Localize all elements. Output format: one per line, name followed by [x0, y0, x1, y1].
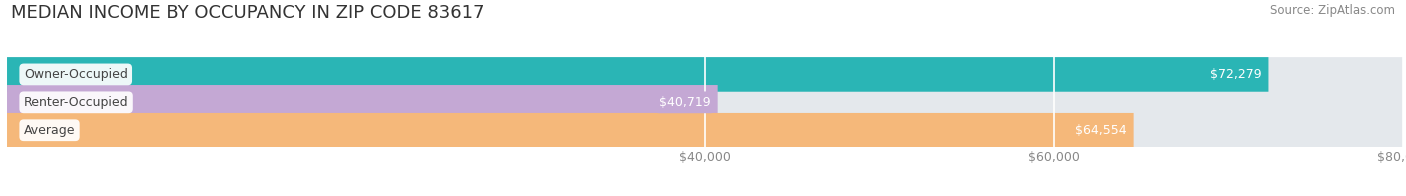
FancyBboxPatch shape	[7, 85, 717, 120]
Text: Renter-Occupied: Renter-Occupied	[24, 96, 128, 109]
FancyBboxPatch shape	[7, 113, 1133, 148]
FancyBboxPatch shape	[7, 85, 1403, 120]
FancyBboxPatch shape	[7, 113, 1403, 148]
FancyBboxPatch shape	[7, 57, 1268, 92]
Text: $40,719: $40,719	[659, 96, 710, 109]
Text: Average: Average	[24, 124, 76, 137]
Text: Owner-Occupied: Owner-Occupied	[24, 68, 128, 81]
Text: MEDIAN INCOME BY OCCUPANCY IN ZIP CODE 83617: MEDIAN INCOME BY OCCUPANCY IN ZIP CODE 8…	[11, 4, 485, 22]
Text: Source: ZipAtlas.com: Source: ZipAtlas.com	[1270, 4, 1395, 17]
Text: $64,554: $64,554	[1076, 124, 1126, 137]
Text: $72,279: $72,279	[1209, 68, 1261, 81]
FancyBboxPatch shape	[7, 57, 1403, 92]
